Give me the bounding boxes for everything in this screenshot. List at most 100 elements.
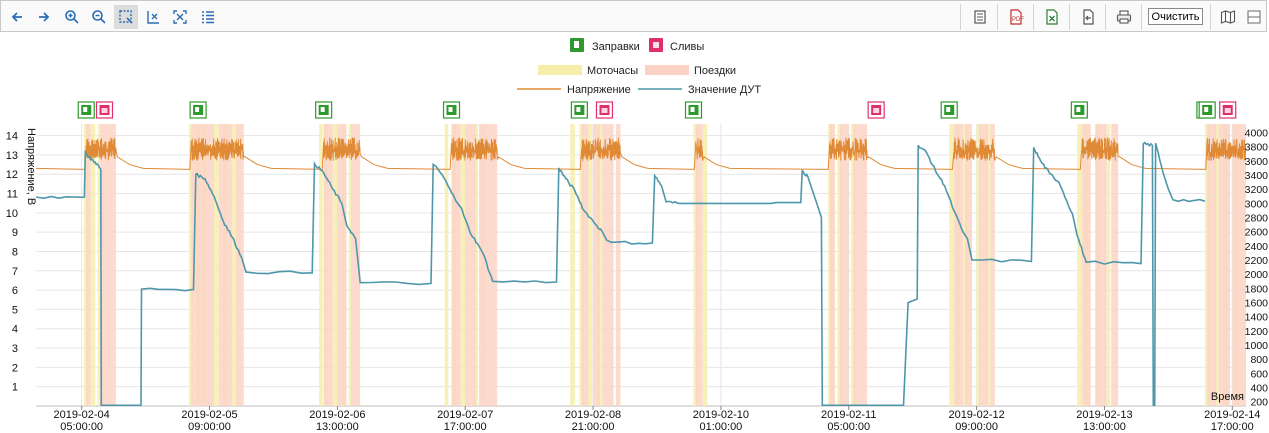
map-icon[interactable] — [1216, 5, 1240, 29]
fuel-series-line — [36, 141, 1206, 406]
zoom-fit-icon[interactable] — [168, 5, 192, 29]
y-tick-label: 5 — [12, 304, 18, 316]
print-icon[interactable] — [1112, 5, 1136, 29]
drain-marker[interactable] — [95, 101, 114, 119]
motor-hours-band[interactable] — [570, 124, 575, 406]
refuel-marker[interactable] — [570, 101, 588, 119]
legend-trips[interactable]: Поездки — [645, 65, 736, 77]
trip-band[interactable] — [86, 124, 91, 406]
trip-band[interactable] — [235, 124, 244, 406]
motor-hours-swatch — [538, 65, 582, 75]
motor-hours-band[interactable] — [319, 124, 323, 406]
legend-drain[interactable]: Сливы — [649, 38, 704, 53]
trip-band[interactable] — [478, 124, 498, 406]
motor-hours-band[interactable] — [949, 124, 954, 406]
x-tick-date: 2019-02-12 — [948, 409, 1004, 421]
list-icon[interactable] — [196, 5, 220, 29]
trip-band[interactable] — [191, 124, 215, 406]
document-icon[interactable] — [968, 5, 992, 29]
x-tick-time: 05:00:00 — [60, 421, 103, 433]
export-icon[interactable] — [1076, 5, 1100, 29]
trip-band[interactable] — [1207, 124, 1217, 406]
motor-hours-band[interactable] — [444, 124, 449, 406]
refuel-marker[interactable] — [684, 101, 703, 119]
trip-band[interactable] — [218, 124, 233, 406]
trip-band[interactable] — [965, 124, 973, 406]
arrow-right-icon[interactable] — [32, 5, 56, 29]
trip-band[interactable] — [695, 124, 703, 406]
trip-band[interactable] — [978, 124, 989, 406]
trip-band[interactable] — [615, 124, 621, 406]
zoom-out-icon[interactable] — [87, 5, 111, 29]
motor-hours-band[interactable] — [1106, 124, 1111, 406]
arrow-left-icon[interactable] — [5, 5, 29, 29]
trip-band[interactable] — [853, 124, 868, 406]
trip-band[interactable] — [1081, 124, 1091, 406]
refuel-marker[interactable] — [77, 101, 95, 119]
y-tick-label: 8 — [12, 246, 18, 258]
legend-fuel[interactable]: Значение ДУТ — [638, 84, 761, 96]
refuel-marker[interactable] — [1198, 101, 1216, 119]
y2-tick-label: 3000 — [1245, 198, 1269, 210]
trip-band[interactable] — [1218, 124, 1231, 406]
motor-hours-band[interactable] — [460, 124, 466, 406]
refuel-marker[interactable] — [189, 101, 207, 119]
motor-hours-band[interactable] — [332, 124, 338, 406]
y2-tick-label: 3200 — [1245, 184, 1269, 196]
x-tick-date: 2019-02-05 — [181, 409, 237, 421]
motor-hours-band[interactable] — [474, 124, 478, 406]
x-tick-time: 09:00:00 — [955, 421, 998, 433]
refuel-marker[interactable] — [1070, 101, 1088, 119]
drain-marker[interactable] — [595, 101, 614, 119]
clear-button[interactable]: Очистить — [1148, 8, 1203, 25]
legend-motor-hours[interactable]: Моточасы — [538, 65, 638, 77]
motor-hours-band[interactable] — [976, 124, 981, 406]
trip-band[interactable] — [323, 124, 333, 406]
motor-hours-band[interactable] — [214, 124, 219, 406]
legend-refuel[interactable]: Заправки — [570, 38, 640, 53]
refuel-marker[interactable] — [442, 101, 461, 119]
trip-band[interactable] — [99, 124, 116, 406]
trip-band[interactable] — [451, 124, 461, 406]
trip-band[interactable] — [465, 124, 476, 406]
refuel-marker[interactable] — [315, 101, 333, 119]
trip-band[interactable] — [1095, 124, 1107, 406]
trip-band[interactable] — [1232, 124, 1246, 406]
trip-band[interactable] — [581, 124, 589, 406]
table-view-icon[interactable] — [1242, 5, 1266, 29]
y-tick-label: 10 — [6, 208, 18, 220]
motor-hours-band[interactable] — [232, 124, 237, 406]
zoom-x-icon[interactable] — [141, 5, 165, 29]
pdf-icon[interactable]: PDF — [1004, 5, 1028, 29]
refuel-marker[interactable] — [940, 101, 958, 119]
y2-tick-label: 2600 — [1245, 227, 1269, 239]
motor-hours-band[interactable] — [588, 124, 593, 406]
trip-band[interactable] — [829, 124, 836, 406]
motor-hours-band[interactable] — [90, 124, 96, 406]
motor-hours-band[interactable] — [1077, 124, 1082, 406]
zoom-in-icon[interactable] — [60, 5, 84, 29]
trip-band[interactable] — [593, 124, 600, 406]
motor-hours-band[interactable] — [702, 124, 708, 406]
chart[interactable]: Заправки Сливы Моточасы Поездки Напряжен… — [0, 32, 1269, 433]
x-tick-time: 13:00:00 — [316, 421, 359, 433]
x-tick-time: 17:00:00 — [1211, 421, 1254, 433]
zoom-select-icon[interactable] — [114, 5, 138, 29]
y2-tick-label: 2400 — [1245, 241, 1269, 253]
trip-band[interactable] — [1111, 124, 1119, 406]
motor-hours-band[interactable] — [348, 124, 352, 406]
trip-band[interactable] — [602, 124, 614, 406]
excel-icon[interactable] — [1040, 5, 1064, 29]
legend-voltage[interactable]: Напряжение — [517, 84, 631, 96]
drain-marker[interactable] — [867, 101, 885, 119]
motor-hours-band[interactable] — [97, 124, 100, 406]
trip-band[interactable] — [839, 124, 849, 406]
trip-band[interactable] — [953, 124, 963, 406]
x-tick-date: 2019-02-07 — [437, 409, 493, 421]
x-tick-time: 13:00:00 — [1083, 421, 1126, 433]
drain-marker[interactable] — [1219, 101, 1237, 119]
legend-refuel-label: Заправки — [592, 41, 640, 53]
trip-band[interactable] — [337, 124, 347, 406]
trip-band[interactable] — [990, 124, 995, 406]
trip-band[interactable] — [351, 124, 361, 406]
